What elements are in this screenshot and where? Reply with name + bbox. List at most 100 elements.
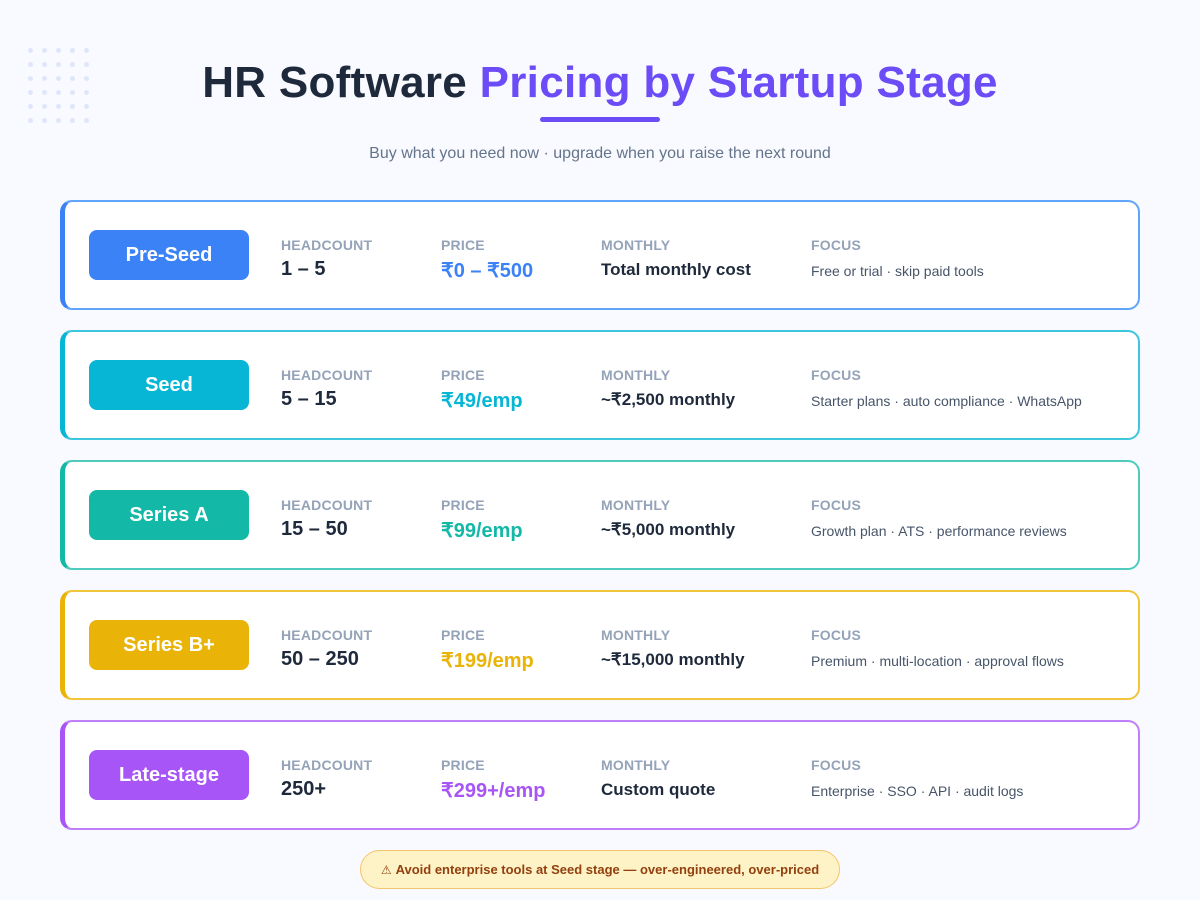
- headcount-value: 15 – 50: [281, 518, 348, 540]
- monthly-value: Total monthly cost: [601, 260, 751, 279]
- price-label: PRICE: [441, 497, 485, 513]
- stage-card-series-a: Series A HEADCOUNT 15 – 50 PRICE ₹99/emp M…: [60, 460, 1140, 570]
- decorative-dot: [42, 104, 47, 109]
- stage-badge: Pre-Seed: [89, 230, 249, 280]
- focus-label: FOCUS: [811, 627, 861, 643]
- decorative-dot: [28, 90, 33, 95]
- stage-badge: Late-stage: [89, 750, 249, 800]
- focus-value: Premium · multi-location · approval flow…: [811, 653, 1064, 669]
- price-value: ₹0 – ₹500: [441, 260, 534, 282]
- decorative-dot: [56, 90, 61, 95]
- page-title: HR Software Pricing by Startup Stage: [0, 58, 1200, 108]
- decorative-dot: [56, 118, 61, 123]
- monthly-label: MONTHLY: [601, 367, 671, 383]
- headcount-label: HEADCOUNT: [281, 367, 373, 383]
- headcount-label: HEADCOUNT: [281, 237, 373, 253]
- warning-icon: ⚠: [380, 862, 392, 877]
- stage-card-pre-seed: Pre-Seed HEADCOUNT 1 – 5 PRICE ₹0 – ₹500 M…: [60, 200, 1140, 310]
- decorative-dot: [70, 76, 75, 81]
- focus-value: Starter plans · auto compliance · WhatsA…: [811, 393, 1082, 409]
- decorative-dot: [56, 76, 61, 81]
- decorative-dot: [70, 90, 75, 95]
- focus-column: FOCUS Premium · multi-location · approval…: [811, 627, 1064, 669]
- monthly-value: ~₹2,500 monthly: [601, 390, 736, 409]
- decorative-dot: [70, 48, 75, 53]
- decorative-dot: [28, 118, 33, 123]
- price-value: ₹49/emp: [441, 390, 523, 412]
- price-value: ₹99/emp: [441, 520, 523, 542]
- headcount-value: 5 – 15: [281, 388, 337, 410]
- headcount-value: 1 – 5: [281, 258, 326, 280]
- price-column: PRICE ₹299+/emp: [441, 757, 545, 803]
- stage-badge: Series B+: [89, 620, 249, 670]
- monthly-column: MONTHLY Custom quote: [601, 757, 715, 800]
- stage-cards: Pre-Seed HEADCOUNT 1 – 5 PRICE ₹0 – ₹500 M…: [60, 200, 1140, 850]
- decorative-dot: [28, 104, 33, 109]
- headcount-label: HEADCOUNT: [281, 497, 373, 513]
- decorative-dot: [84, 48, 89, 53]
- title-underline: [540, 117, 660, 122]
- monthly-column: MONTHLY ~₹5,000 monthly: [601, 497, 735, 540]
- focus-value: Enterprise · SSO · API · audit logs: [811, 783, 1024, 799]
- price-label: PRICE: [441, 757, 485, 773]
- headcount-column: HEADCOUNT 50 – 250: [281, 627, 372, 671]
- monthly-label: MONTHLY: [601, 757, 671, 773]
- focus-column: FOCUS Growth plan · ATS · performance rev…: [811, 497, 1067, 539]
- price-label: PRICE: [441, 367, 485, 383]
- headcount-label: HEADCOUNT: [281, 757, 373, 773]
- decorative-dot: [70, 118, 75, 123]
- title-plain: HR Software: [202, 58, 480, 107]
- decorative-dot: [42, 118, 47, 123]
- decorative-dot: [42, 76, 47, 81]
- decorative-dot: [42, 48, 47, 53]
- decorative-dot: [28, 48, 33, 53]
- stage-card-seed: Seed HEADCOUNT 5 – 15 PRICE ₹49/emp MONTHL…: [60, 330, 1140, 440]
- headcount-column: HEADCOUNT 1 – 5: [281, 237, 372, 281]
- monthly-label: MONTHLY: [601, 237, 671, 253]
- price-column: PRICE ₹49/emp: [441, 367, 523, 413]
- decorative-dot: [84, 62, 89, 67]
- focus-label: FOCUS: [811, 757, 861, 773]
- focus-value: Growth plan · ATS · performance reviews: [811, 523, 1067, 539]
- headcount-column: HEADCOUNT 15 – 50: [281, 497, 372, 541]
- focus-label: FOCUS: [811, 237, 861, 253]
- stage-card-series-b: Series B+ HEADCOUNT 50 – 250 PRICE ₹199/em…: [60, 590, 1140, 700]
- price-column: PRICE ₹199/emp: [441, 627, 534, 673]
- stage-badge: Series A: [89, 490, 249, 540]
- focus-label: FOCUS: [811, 367, 861, 383]
- focus-column: FOCUS Free or trial · skip paid tools: [811, 237, 984, 279]
- monthly-column: MONTHLY ~₹15,000 monthly: [601, 627, 745, 670]
- focus-column: FOCUS Enterprise · SSO · API · audit logs: [811, 757, 1023, 799]
- monthly-label: MONTHLY: [601, 627, 671, 643]
- price-column: PRICE ₹0 – ₹500: [441, 237, 533, 283]
- decorative-dot: [70, 62, 75, 67]
- decorative-dot: [84, 104, 89, 109]
- decorative-dot: [42, 90, 47, 95]
- monthly-value: ~₹5,000 monthly: [601, 520, 736, 539]
- monthly-value: ~₹15,000 monthly: [601, 650, 745, 669]
- headcount-label: HEADCOUNT: [281, 627, 373, 643]
- decorative-dot: [84, 90, 89, 95]
- decorative-dot: [56, 62, 61, 67]
- monthly-column: MONTHLY ~₹2,500 monthly: [601, 367, 735, 410]
- page-subtitle: Buy what you need now · upgrade when you…: [369, 145, 831, 162]
- focus-value: Free or trial · skip paid tools: [811, 263, 984, 279]
- monthly-value: Custom quote: [601, 780, 716, 799]
- decorative-dot: [84, 76, 89, 81]
- monthly-column: MONTHLY Total monthly cost: [601, 237, 751, 280]
- price-label: PRICE: [441, 237, 485, 253]
- decorative-dot: [28, 76, 33, 81]
- focus-label: FOCUS: [811, 497, 861, 513]
- decorative-dot: [84, 118, 89, 123]
- stage-badge: Seed: [89, 360, 249, 410]
- focus-column: FOCUS Starter plans · auto compliance · W…: [811, 367, 1082, 409]
- price-value: ₹299+/emp: [441, 780, 546, 802]
- title-accent: Pricing by Startup Stage: [479, 58, 998, 107]
- warning-text: Avoid enterprise tools at Seed stage — o…: [395, 862, 820, 877]
- headcount-column: HEADCOUNT 250+: [281, 757, 372, 801]
- price-label: PRICE: [441, 627, 485, 643]
- price-column: PRICE ₹99/emp: [441, 497, 523, 543]
- headcount-value: 50 – 250: [281, 648, 359, 670]
- headcount-column: HEADCOUNT 5 – 15: [281, 367, 372, 411]
- decorative-dot: [70, 104, 75, 109]
